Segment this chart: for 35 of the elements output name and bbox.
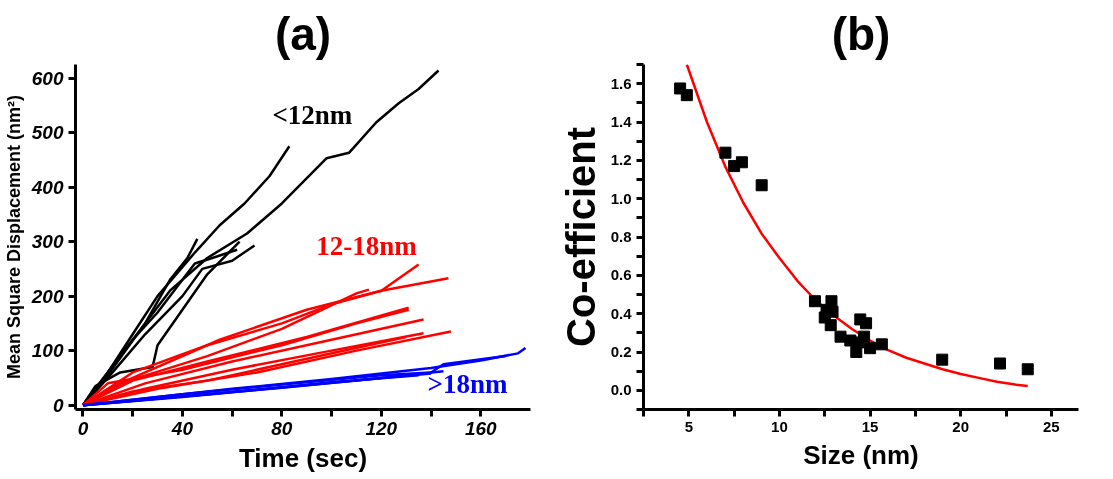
y-tick-label: 0 [52,394,64,416]
x-tick-label: 0 [77,417,89,439]
x-tick-label: 120 [365,417,398,439]
y-tick-label: 0.6 [610,266,632,284]
x-axis-title: Time (sec) [238,442,368,473]
y-tick-label: 0.2 [610,343,632,360]
x-tick-label: 10 [771,417,788,435]
y-tick-label: 600 [31,67,64,89]
x-tick-label: 80 [271,417,293,439]
x-tick-label: 5 [684,417,693,435]
y-tick-label: 400 [30,176,64,198]
x-tick-label: 15 [861,417,879,435]
x-tick-label: 25 [1042,417,1060,435]
y-tick-label: 100 [31,340,64,362]
y-axis-title: Co-efficient [558,127,603,347]
x-tick-label: 160 [464,417,498,439]
y-tick-label: 300 [31,231,64,253]
chart-title: (a) [274,7,332,60]
y-tick-label: 500 [31,122,64,144]
y-tick-label: 200 [30,285,64,307]
y-tick-label: 1.4 [610,113,633,130]
chart-title: (b) [831,7,891,60]
annotation: >18nm [427,368,508,399]
y-tick-label: 1.2 [610,151,632,169]
y-axis-title: Mean Square Displacement (nm²) [3,94,24,380]
annotation: <12nm [272,100,353,131]
x-axis-title: Size (nm) [803,439,919,470]
y-tick-label: 1.0 [610,189,632,207]
y-tick-label: 0.0 [610,381,632,399]
annotation: 12-18nm [316,230,418,261]
y-tick-label: 1.6 [610,74,632,92]
y-tick-label: 0.4 [610,304,633,322]
x-tick-label: 40 [170,417,194,439]
y-tick-label: 0.8 [610,228,632,245]
x-tick-label: 20 [952,417,970,435]
